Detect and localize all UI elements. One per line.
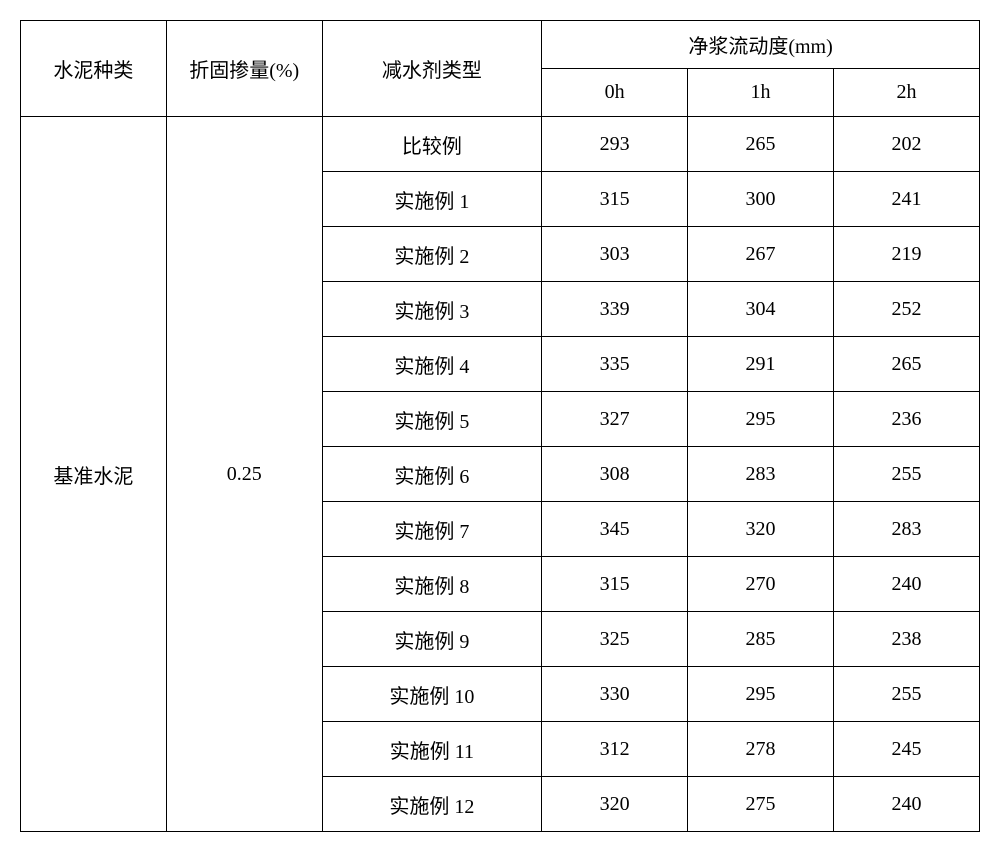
cell-2h: 283 xyxy=(834,502,980,557)
col-header-cement-type: 水泥种类 xyxy=(21,21,167,117)
cell-0h: 320 xyxy=(542,777,688,832)
cell-2h: 219 xyxy=(834,227,980,282)
cell-2h: 255 xyxy=(834,667,980,722)
cell-reducer-type: 实施例 4 xyxy=(322,337,541,392)
cell-0h: 315 xyxy=(542,557,688,612)
cell-0h: 345 xyxy=(542,502,688,557)
cell-0h: 327 xyxy=(542,392,688,447)
cell-1h: 304 xyxy=(688,282,834,337)
col-header-dosage: 折固掺量(%) xyxy=(166,21,322,117)
cell-reducer-type: 实施例 7 xyxy=(322,502,541,557)
cell-0h: 312 xyxy=(542,722,688,777)
cell-0h: 335 xyxy=(542,337,688,392)
cell-reducer-type: 实施例 1 xyxy=(322,172,541,227)
cell-2h: 241 xyxy=(834,172,980,227)
cell-reducer-type: 实施例 12 xyxy=(322,777,541,832)
cell-2h: 202 xyxy=(834,117,980,172)
col-header-2h: 2h xyxy=(834,69,980,117)
cell-1h: 275 xyxy=(688,777,834,832)
cell-reducer-type: 实施例 8 xyxy=(322,557,541,612)
col-header-1h: 1h xyxy=(688,69,834,117)
cell-2h: 255 xyxy=(834,447,980,502)
cell-1h: 270 xyxy=(688,557,834,612)
cell-0h: 308 xyxy=(542,447,688,502)
cell-1h: 283 xyxy=(688,447,834,502)
cell-reducer-type: 实施例 3 xyxy=(322,282,541,337)
cell-reducer-type: 比较例 xyxy=(322,117,541,172)
col-header-0h: 0h xyxy=(542,69,688,117)
cell-1h: 267 xyxy=(688,227,834,282)
cell-dosage-value: 0.25 xyxy=(166,117,322,832)
cell-2h: 265 xyxy=(834,337,980,392)
cell-reducer-type: 实施例 9 xyxy=(322,612,541,667)
cell-1h: 295 xyxy=(688,667,834,722)
cell-0h: 303 xyxy=(542,227,688,282)
cell-reducer-type: 实施例 11 xyxy=(322,722,541,777)
cell-2h: 240 xyxy=(834,777,980,832)
cell-2h: 238 xyxy=(834,612,980,667)
table-row: 基准水泥 0.25 比较例 293 265 202 xyxy=(21,117,980,172)
cell-0h: 339 xyxy=(542,282,688,337)
cell-reducer-type: 实施例 6 xyxy=(322,447,541,502)
cell-reducer-type: 实施例 10 xyxy=(322,667,541,722)
cell-1h: 320 xyxy=(688,502,834,557)
cell-2h: 240 xyxy=(834,557,980,612)
fluidity-table: 水泥种类 折固掺量(%) 减水剂类型 净浆流动度(mm) 0h 1h 2h 基准… xyxy=(20,20,980,832)
cell-0h: 315 xyxy=(542,172,688,227)
cell-0h: 330 xyxy=(542,667,688,722)
cell-1h: 291 xyxy=(688,337,834,392)
cell-reducer-type: 实施例 2 xyxy=(322,227,541,282)
cell-reducer-type: 实施例 5 xyxy=(322,392,541,447)
cell-1h: 278 xyxy=(688,722,834,777)
col-header-fluidity-group: 净浆流动度(mm) xyxy=(542,21,980,69)
cell-2h: 245 xyxy=(834,722,980,777)
cell-2h: 252 xyxy=(834,282,980,337)
cell-1h: 295 xyxy=(688,392,834,447)
col-header-reducer-type: 减水剂类型 xyxy=(322,21,541,117)
cell-1h: 300 xyxy=(688,172,834,227)
cell-1h: 285 xyxy=(688,612,834,667)
cell-cement-value: 基准水泥 xyxy=(21,117,167,832)
cell-0h: 325 xyxy=(542,612,688,667)
cell-1h: 265 xyxy=(688,117,834,172)
cell-2h: 236 xyxy=(834,392,980,447)
cell-0h: 293 xyxy=(542,117,688,172)
